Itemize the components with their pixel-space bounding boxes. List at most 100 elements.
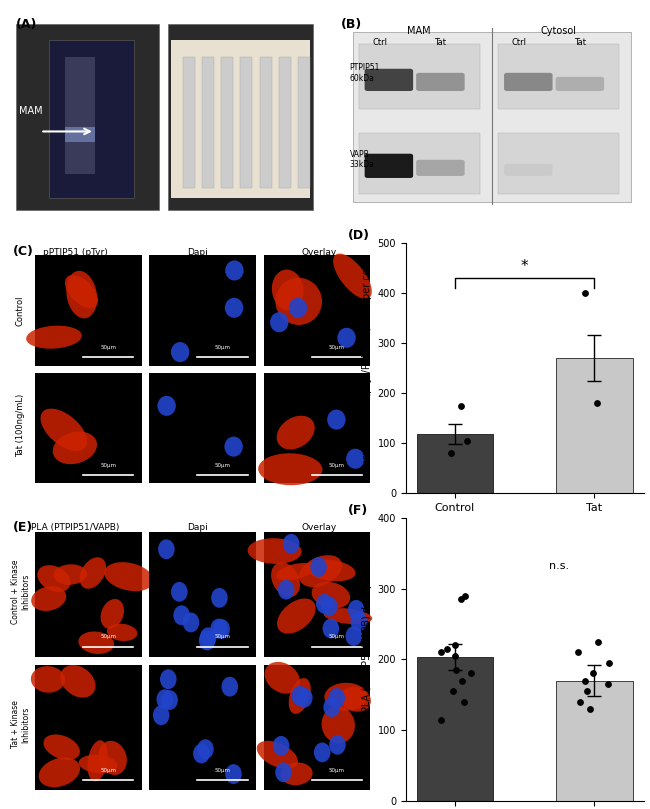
Bar — [35, 256, 142, 366]
Ellipse shape — [40, 409, 87, 451]
Ellipse shape — [171, 582, 188, 602]
Ellipse shape — [337, 328, 356, 348]
Point — [450, 639, 460, 652]
Ellipse shape — [257, 741, 298, 769]
Bar — [64, 57, 95, 174]
Point — [585, 702, 595, 715]
Ellipse shape — [79, 557, 106, 589]
Text: PLA (PTPIP51/VAPB): PLA (PTPIP51/VAPB) — [31, 523, 120, 532]
FancyBboxPatch shape — [556, 77, 604, 91]
Ellipse shape — [281, 763, 313, 786]
Point — [588, 667, 598, 680]
Text: Tat: Tat — [434, 39, 447, 48]
Bar — [35, 532, 142, 657]
Text: 50μm: 50μm — [329, 768, 344, 773]
Text: (E): (E) — [13, 521, 33, 534]
Bar — [359, 44, 480, 109]
Point — [436, 713, 446, 726]
Ellipse shape — [306, 560, 356, 581]
Ellipse shape — [270, 312, 289, 332]
Ellipse shape — [26, 326, 82, 349]
Point — [442, 642, 452, 655]
Ellipse shape — [99, 741, 127, 775]
Bar — [556, 680, 632, 801]
Ellipse shape — [314, 743, 330, 762]
Ellipse shape — [31, 666, 65, 693]
Ellipse shape — [296, 688, 313, 708]
Text: 50μm: 50μm — [214, 768, 231, 773]
Text: 50μm: 50μm — [214, 464, 231, 468]
FancyBboxPatch shape — [416, 160, 465, 176]
Point — [580, 286, 590, 299]
Bar — [150, 373, 256, 484]
Bar — [298, 57, 310, 188]
Ellipse shape — [283, 534, 300, 553]
Ellipse shape — [322, 619, 339, 638]
Ellipse shape — [37, 565, 71, 592]
Bar — [64, 128, 95, 142]
Ellipse shape — [107, 624, 137, 641]
Ellipse shape — [171, 342, 189, 362]
Point — [582, 684, 592, 697]
Bar — [498, 44, 619, 109]
Ellipse shape — [60, 665, 96, 697]
Ellipse shape — [44, 735, 80, 760]
Ellipse shape — [153, 705, 170, 725]
Ellipse shape — [79, 755, 118, 773]
Bar — [35, 373, 142, 484]
Ellipse shape — [350, 612, 367, 631]
Point — [448, 684, 458, 697]
Text: MAM: MAM — [408, 27, 431, 36]
Bar — [359, 133, 480, 194]
Ellipse shape — [278, 580, 294, 599]
Ellipse shape — [346, 626, 362, 646]
Bar — [498, 133, 619, 194]
Point — [593, 635, 603, 648]
Bar — [264, 665, 370, 790]
Ellipse shape — [321, 596, 337, 616]
Ellipse shape — [324, 608, 372, 625]
Text: Dapi: Dapi — [187, 248, 207, 256]
FancyBboxPatch shape — [365, 154, 413, 178]
Text: Overlay: Overlay — [301, 248, 337, 256]
Text: 50μm: 50μm — [100, 634, 116, 639]
Bar — [417, 434, 493, 493]
Ellipse shape — [225, 260, 244, 281]
Ellipse shape — [199, 631, 215, 650]
Ellipse shape — [327, 409, 346, 430]
Point — [604, 656, 614, 669]
Ellipse shape — [289, 298, 307, 318]
Text: PTPIP51
60kDa: PTPIP51 60kDa — [350, 63, 380, 83]
Text: Tat: Tat — [574, 39, 586, 48]
Bar — [279, 57, 291, 188]
Bar — [49, 40, 135, 198]
Text: 50μm: 50μm — [100, 464, 116, 468]
Bar — [183, 57, 195, 188]
Bar — [417, 657, 493, 801]
Text: Control + Kinase
Inhibitors: Control + Kinase Inhibitors — [10, 559, 30, 624]
Ellipse shape — [158, 540, 175, 559]
Text: *: * — [521, 259, 528, 273]
Ellipse shape — [299, 555, 342, 587]
Bar — [168, 24, 313, 210]
Ellipse shape — [311, 582, 350, 608]
Bar — [556, 358, 632, 493]
Ellipse shape — [101, 599, 124, 629]
Ellipse shape — [275, 762, 292, 782]
FancyBboxPatch shape — [504, 73, 552, 91]
Ellipse shape — [39, 757, 80, 787]
FancyBboxPatch shape — [504, 164, 552, 176]
Point — [436, 646, 446, 659]
Ellipse shape — [248, 538, 302, 564]
Text: Ctrl: Ctrl — [372, 39, 387, 48]
Ellipse shape — [222, 677, 238, 697]
Ellipse shape — [322, 706, 355, 743]
Ellipse shape — [224, 437, 243, 456]
Point — [446, 447, 456, 460]
Point — [575, 696, 585, 709]
Point — [457, 674, 467, 687]
Text: 50μm: 50μm — [214, 345, 231, 350]
Ellipse shape — [104, 562, 153, 591]
Point — [573, 646, 584, 659]
Ellipse shape — [211, 619, 227, 638]
